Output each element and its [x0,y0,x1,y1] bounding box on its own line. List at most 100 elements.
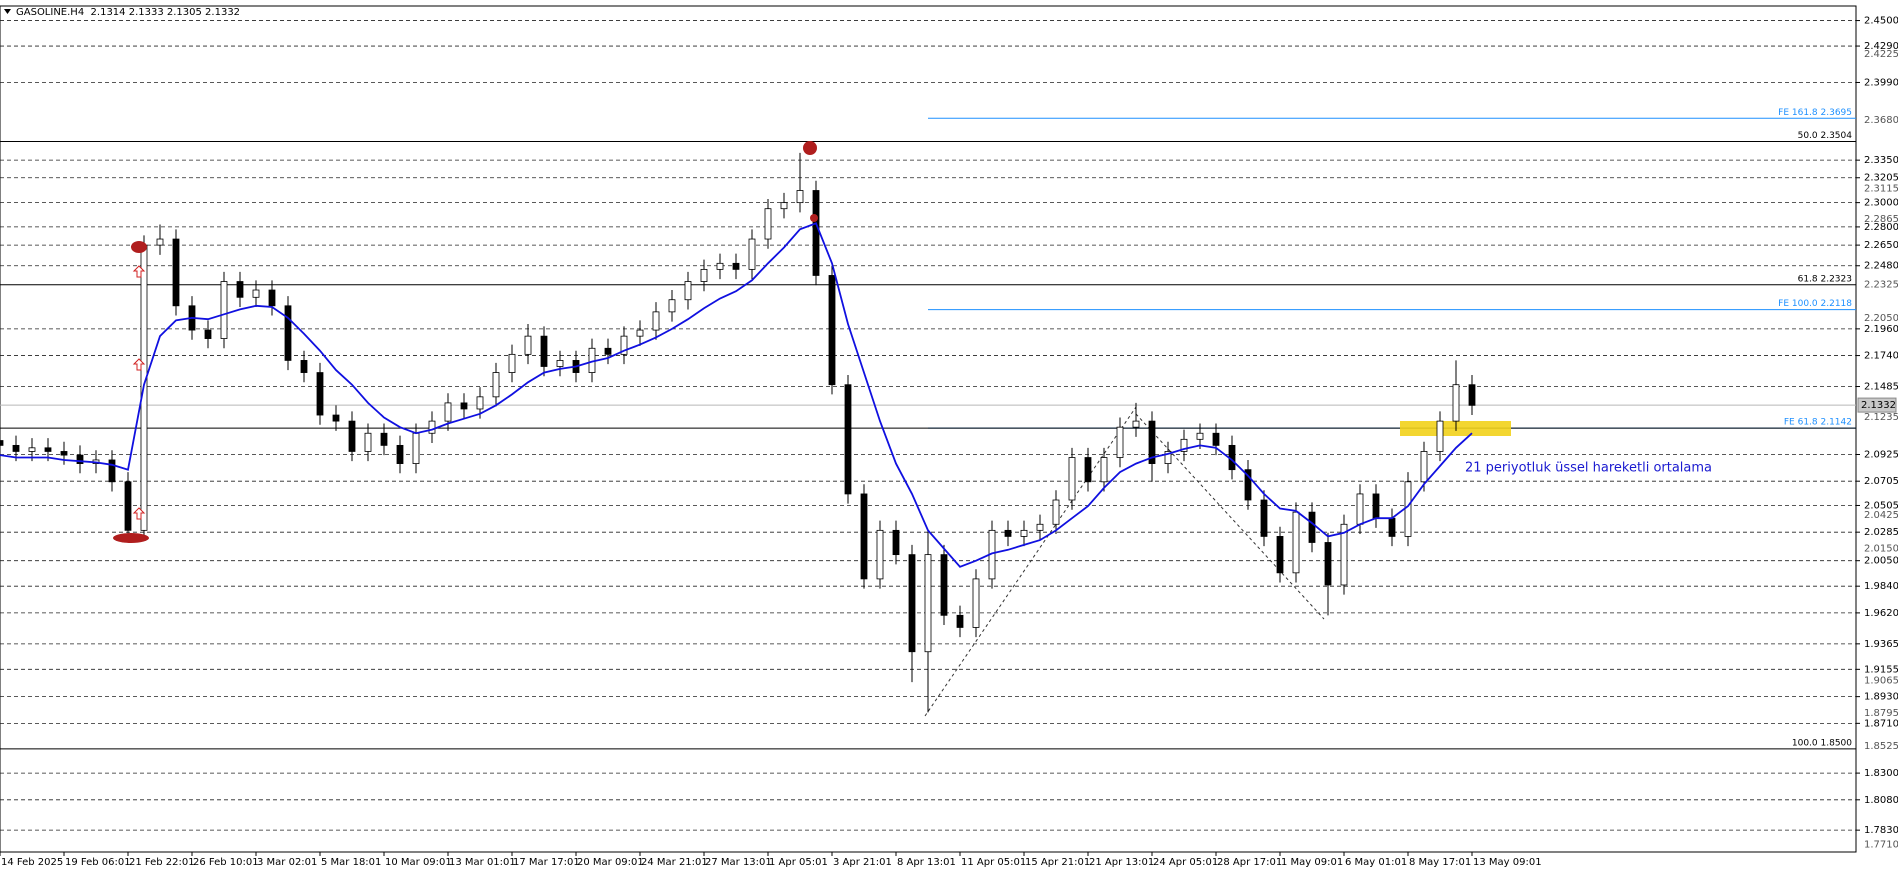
candle-body [1020,529,1028,537]
y-tick-label: 1.8080 [1864,795,1898,806]
candle-body [844,384,852,495]
candle-body [716,262,724,270]
y-tick-label: 2.4290 [1864,41,1898,52]
y-tick-label: 1.8930 [1864,692,1898,703]
candle-body [60,451,68,456]
candle-body [1212,432,1220,446]
x-tick-label: 1 May 09:01 [1281,857,1343,868]
x-tick-label: 8 Apr 13:01 [897,857,956,868]
x-tick-label: 27 Mar 13:01 [705,857,772,868]
swing-marker [131,241,147,253]
candle-body [732,262,740,270]
candle-body [476,396,484,410]
y-tick-label: 1.8710 [1864,718,1898,729]
candle-body [556,360,564,367]
y-tick-label: 1.9365 [1864,639,1898,650]
plot-frame [0,5,1857,853]
y-tick-label: 2.3000 [1864,198,1898,209]
y-tick-label: 2.4225 [1864,49,1898,60]
candle-body [1100,457,1108,483]
y-tick-label: 2.2800 [1864,222,1898,233]
candle-body [1244,469,1252,501]
swing-marker [803,141,817,155]
candle-body [924,554,932,653]
y-tick-label: 2.0425 [1864,510,1898,521]
level-label: 50.0 2.3504 [1798,131,1853,141]
candle-body [380,432,388,446]
candle-body [236,281,244,298]
candle-body [620,335,628,355]
x-tick-label: 11 Apr 05:01 [961,857,1026,868]
y-tick-label: 1.9620 [1864,608,1898,619]
candle-body [892,529,900,556]
candle-body [860,493,868,580]
x-tick-label: 10 Mar 09:01 [385,857,452,868]
y-tick-label: 1.9065 [1864,675,1898,686]
candle-body [972,578,980,628]
candle-body [44,447,52,452]
y-tick-label: 1.9840 [1864,581,1898,592]
candle-body [1068,457,1076,501]
y-tick-label: 2.3990 [1864,77,1898,88]
up-arrow [132,507,146,520]
candle-body [604,347,612,355]
up-arrow [132,358,146,371]
y-tick-label: 2.4500 [1864,16,1898,27]
level-label: FE 61.8 2.1142 [1784,418,1852,428]
candle-body [124,481,132,531]
candle-body [220,281,228,339]
y-tick-label: 1.8525 [1864,741,1898,752]
candle-body [268,289,276,307]
candle-body [252,289,260,298]
candle-body [1276,536,1284,574]
ema-line [0,222,1473,568]
candle-body [1308,511,1316,543]
y-tick-label: 1.8795 [1864,708,1898,719]
candle-body [524,335,532,355]
x-tick-label: 15 Apr 21:01 [1025,857,1090,868]
y-tick-label: 2.3115 [1864,184,1898,195]
level-label: FE 100.0 2.2118 [1778,299,1852,309]
candle-body [428,420,436,434]
x-tick-label: 13 May 09:01 [1473,857,1542,868]
ema-annotation: 21 periyotluk üssel hareketli ortalama [1465,461,1712,476]
y-tick-label: 2.2050 [1864,313,1898,324]
x-tick-label: 3 Apr 21:01 [833,857,892,868]
x-tick-label: 19 Feb 06:01 [65,857,131,868]
y-tick-label: 2.0505 [1864,500,1898,511]
candle-body [508,353,516,373]
y-tick-label: 2.1485 [1864,382,1898,393]
candle-body [1036,523,1044,531]
candle-body [1260,499,1268,537]
candle-body [748,238,756,270]
x-tick-label: 1 Apr 05:01 [769,857,828,868]
candle-body [780,202,788,210]
y-tick-label: 2.1960 [1864,324,1898,335]
x-tick-label: 6 May 01:01 [1345,857,1407,868]
candle-body [1292,511,1300,574]
x-tick-label: 13 Mar 01:01 [449,857,516,868]
candle-body [684,281,692,301]
x-tick-label: 21 Apr 13:01 [1089,857,1154,868]
level-label: 100.0 1.8500 [1792,738,1852,748]
x-tick-label: 26 Feb 10:01 [193,857,259,868]
chart-title: GASOLINE.H4 2.1314 2.1333 2.1305 2.1332 [16,7,240,18]
candle-body [1356,493,1364,525]
candle-body [1084,457,1092,483]
candle-body [1132,420,1140,428]
candle-body [764,208,772,240]
y-tick-label: 2.2325 [1864,280,1898,291]
zigzag-line [1135,413,1325,620]
candle-body [348,420,356,452]
y-tick-label: 1.7830 [1864,825,1898,836]
y-tick-label: 2.2650 [1864,240,1898,251]
candle-body [1116,426,1124,458]
y-tick-label: 2.2865 [1864,214,1898,225]
up-arrow [132,265,146,278]
level-label: FE 161.8 2.3695 [1778,108,1852,118]
y-tick-label: 2.3205 [1864,173,1898,184]
candle-body [172,238,180,307]
mark-layer [0,152,1476,713]
candle-body [492,372,500,398]
